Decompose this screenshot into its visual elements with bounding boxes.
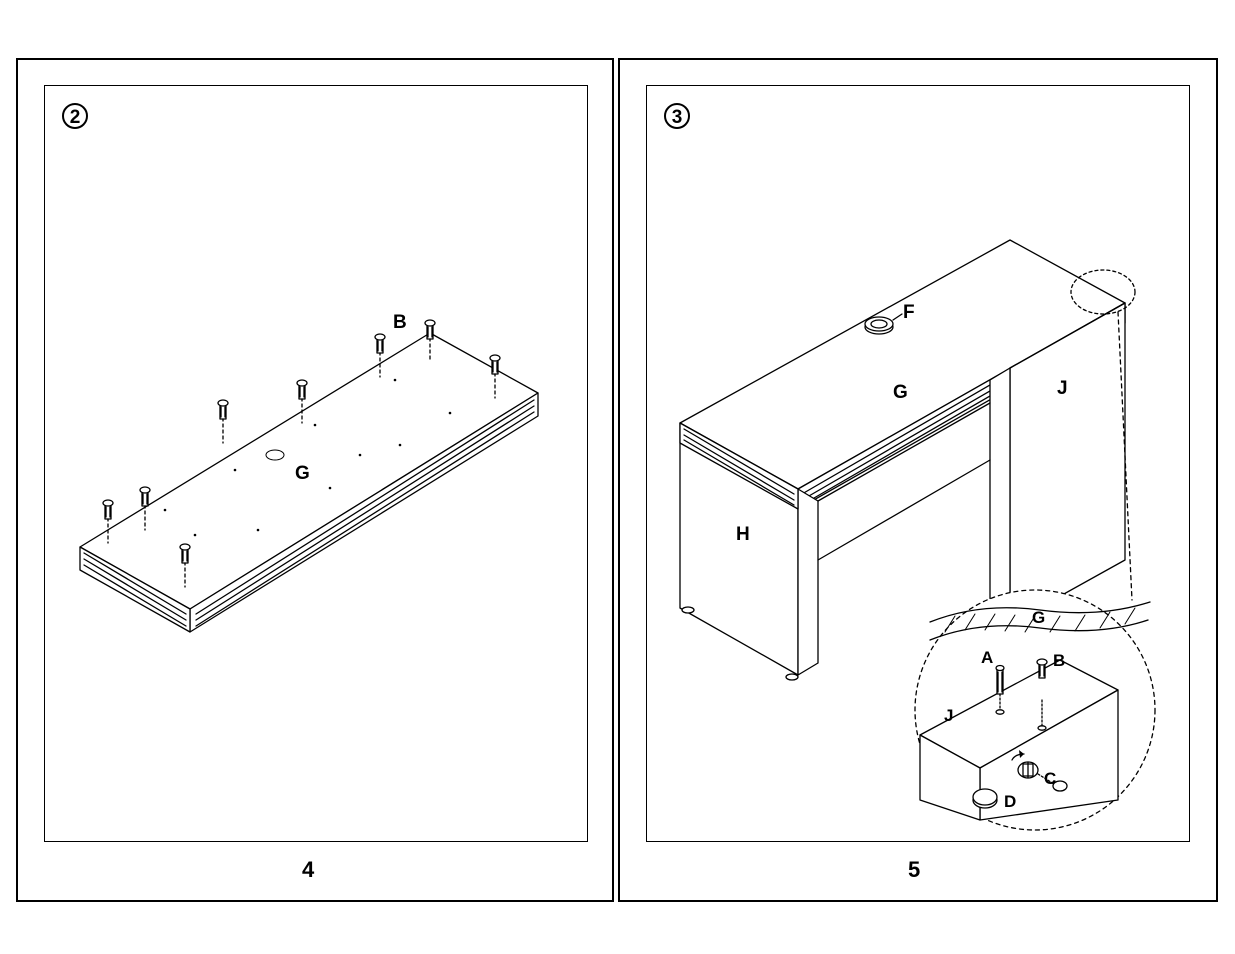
- detail-label-G: G: [1032, 608, 1045, 628]
- label-F: F: [903, 302, 915, 324]
- label-G-right: G: [893, 382, 908, 404]
- instruction-sheet: 4 5 2 3: [0, 0, 1235, 954]
- detail-label-A: A: [981, 648, 993, 668]
- label-H: H: [736, 524, 750, 546]
- detail-label-B: B: [1053, 651, 1065, 671]
- detail-label-D: D: [1004, 792, 1016, 812]
- detail-label-J: J: [944, 706, 953, 726]
- label-J: J: [1057, 378, 1068, 400]
- detail-label-C: C: [1044, 769, 1056, 789]
- right-diagram: [0, 0, 1235, 954]
